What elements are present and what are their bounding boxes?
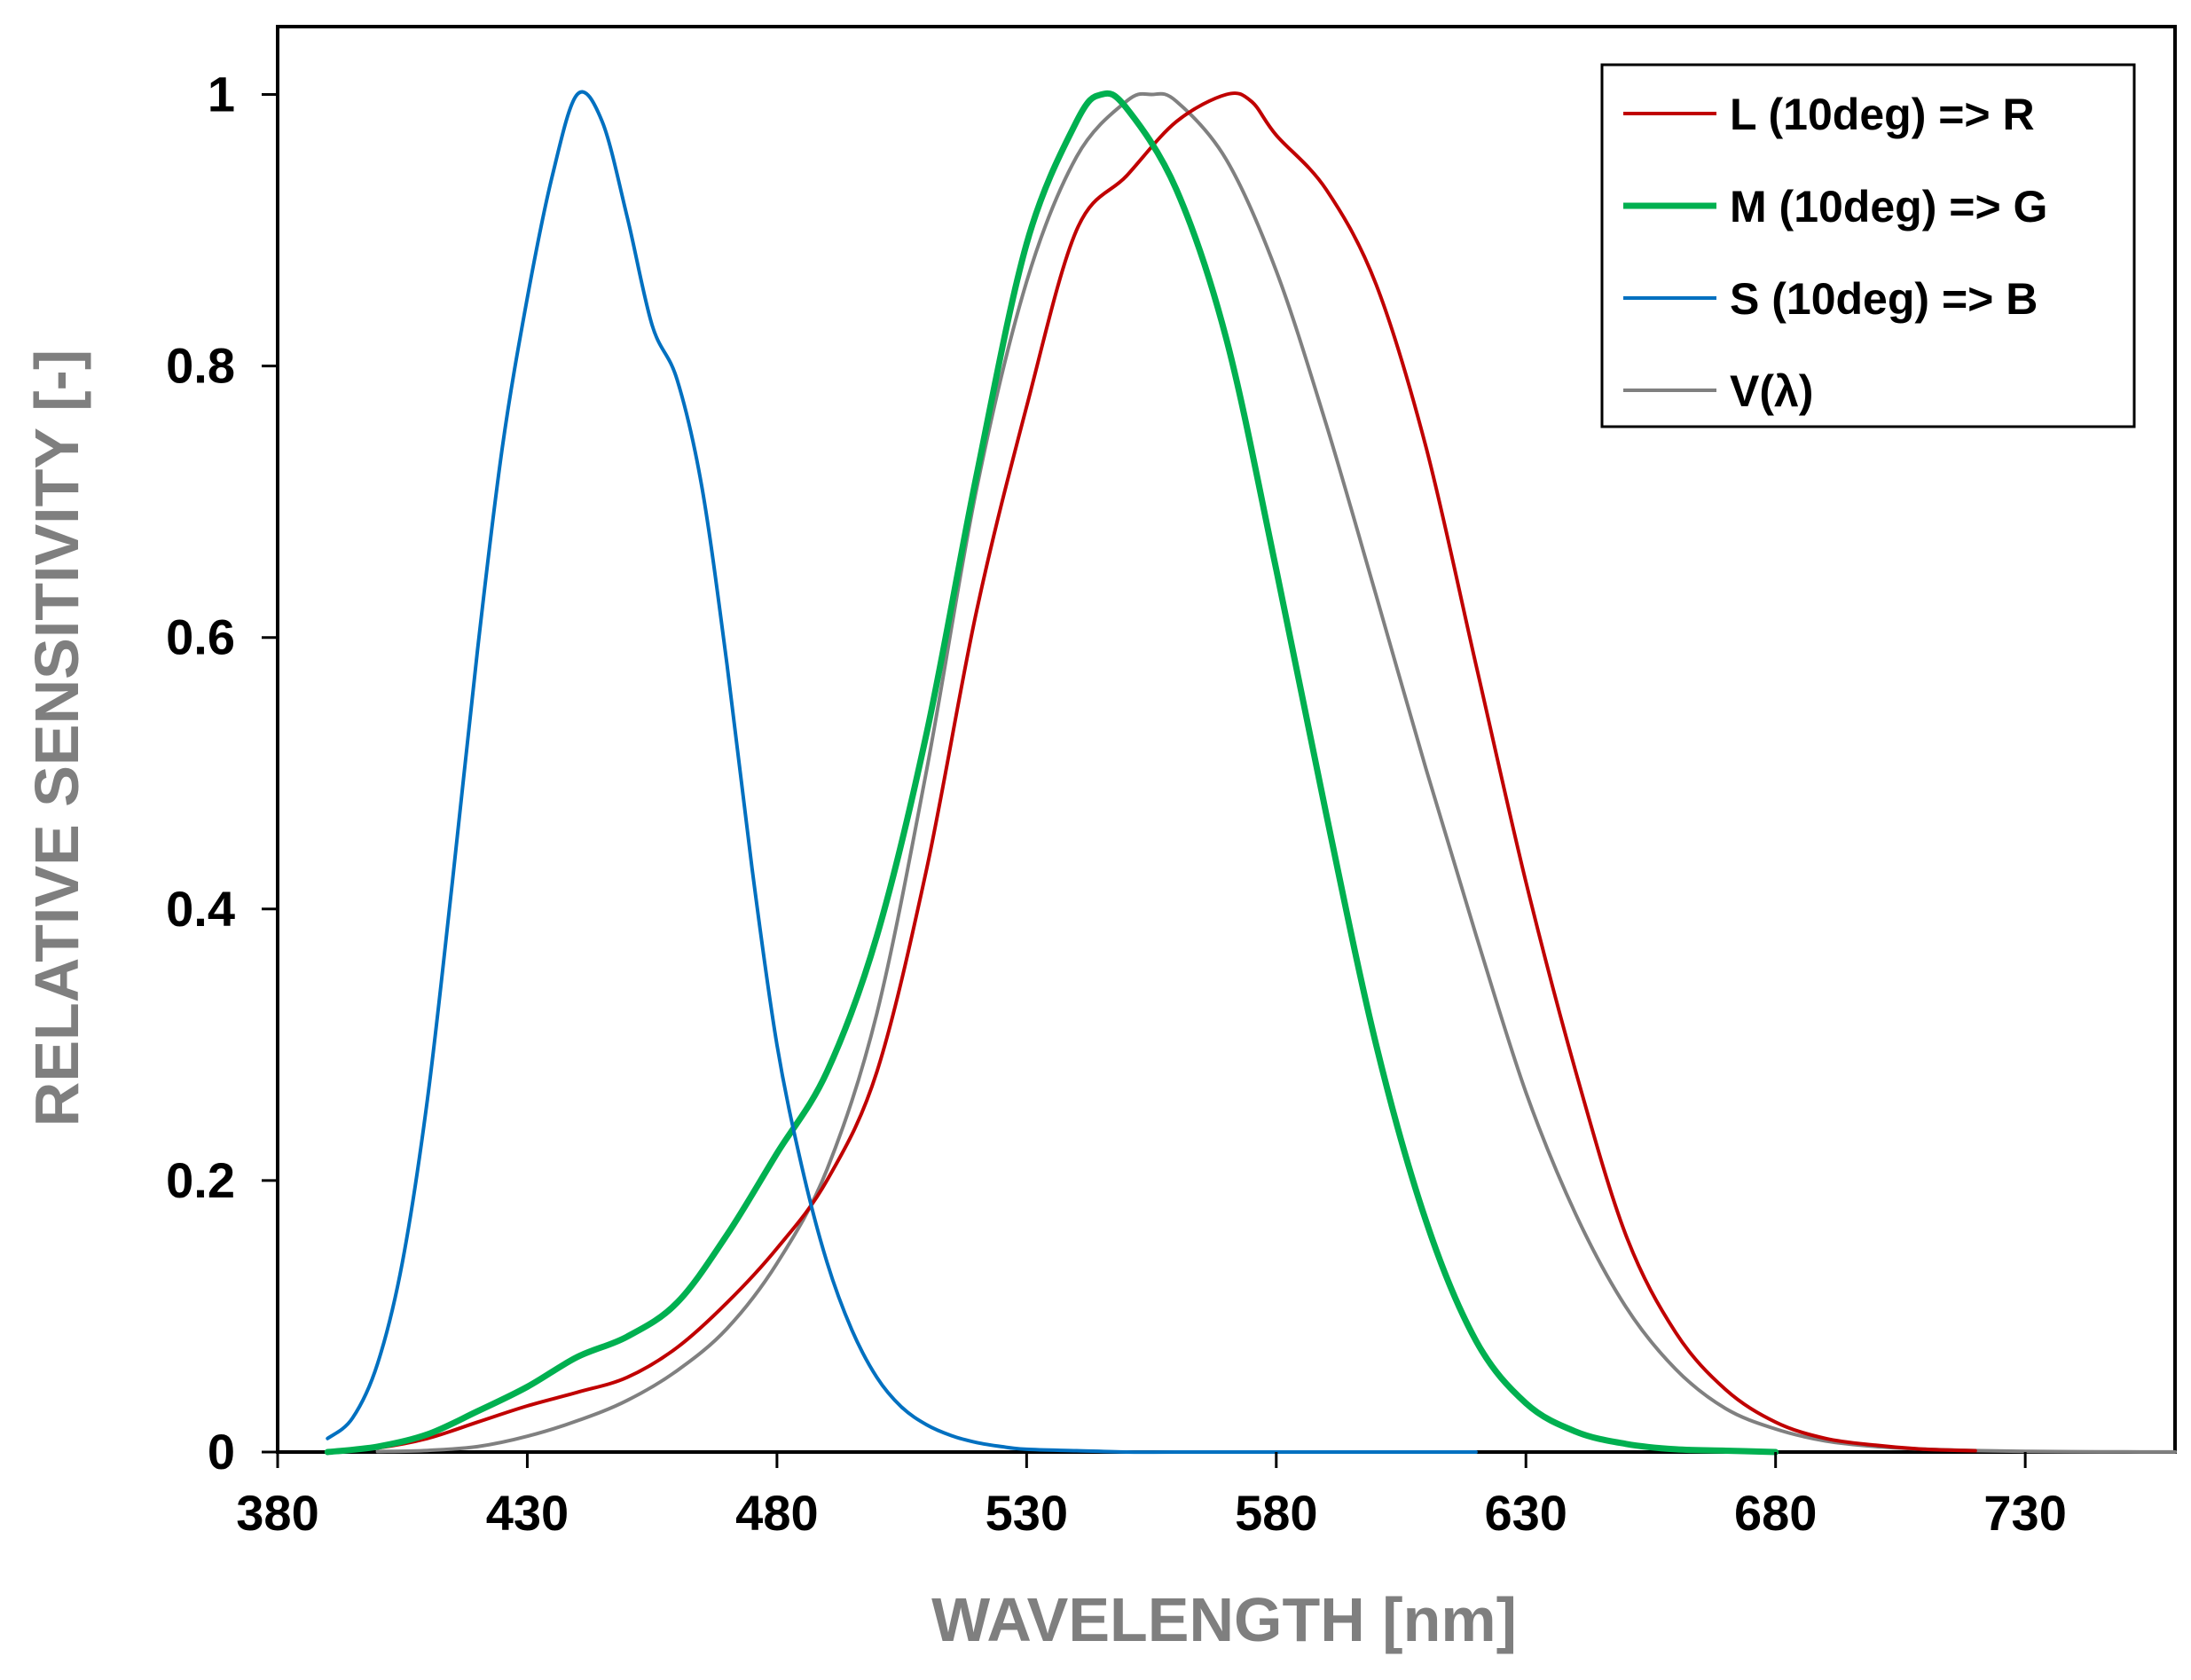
y-tick-label: 0.2: [166, 1152, 235, 1208]
ticks-layer: [262, 93, 2027, 1468]
legend: L (10deg) => R M (10deg) => G S (10deg) =>…: [1600, 63, 2136, 428]
legend-box: [1600, 63, 2136, 428]
legend-label-0: L (10deg) => R: [1730, 90, 2035, 139]
x-tick-label: 430: [486, 1485, 569, 1541]
series-line-1: [324, 90, 1779, 1456]
legend-label-2: S (10deg) => B: [1730, 274, 2038, 324]
y-axis-title: RELATIVE SENSITIVITY [-]: [22, 349, 91, 1127]
series-layer: [324, 90, 2177, 1456]
y-tick-label: 0.6: [166, 609, 235, 665]
x-tick-label: 630: [1485, 1485, 1567, 1541]
x-tick-label: 680: [1734, 1485, 1817, 1541]
legend-label-3: V(λ): [1730, 366, 1813, 416]
y-tick-label: 1: [208, 67, 235, 122]
x-axis-title: WAVELENGTH [nm]: [931, 1585, 1517, 1654]
y-tick-label: 0.4: [166, 881, 235, 937]
series-line-2: [326, 90, 1478, 1455]
x-tick-label: 380: [236, 1485, 318, 1541]
legend-items: L (10deg) => R M (10deg) => G S (10deg) =>…: [1623, 90, 2047, 416]
legend-label-1: M (10deg) => G: [1730, 182, 2047, 232]
y-tick-label: 0.8: [166, 338, 235, 394]
y-tick-label: 0: [208, 1424, 235, 1480]
series-line-3: [375, 91, 2177, 1454]
x-tick-label: 480: [735, 1485, 818, 1541]
labels-layer: 380 430 480 530 580 630 680 730 0 0.2 0.4 0.6 0.8 1: [166, 67, 2067, 1541]
x-tick-label: 530: [986, 1485, 1068, 1541]
x-tick-label: 730: [1983, 1485, 2066, 1541]
x-tick-label: 580: [1235, 1485, 1317, 1541]
series-line-0: [326, 91, 1977, 1454]
